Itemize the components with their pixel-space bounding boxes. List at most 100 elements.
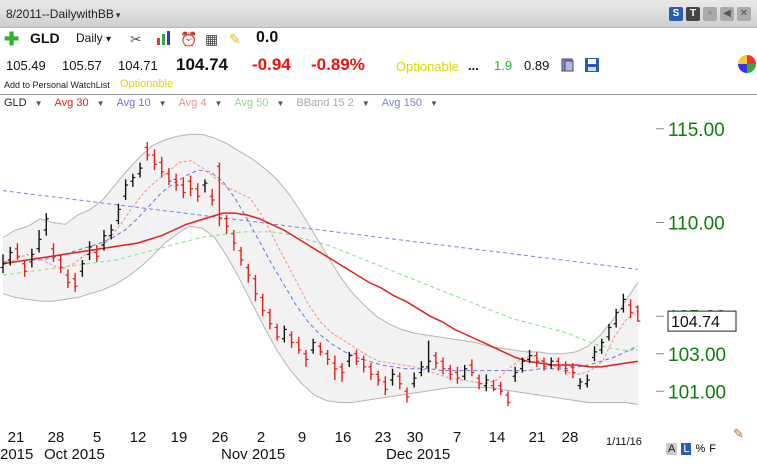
- toolbar: ✚ GLD Daily ▾ ✂ ⏰ ▦ ✎ 0.0: [0, 28, 757, 50]
- legend-item[interactable]: Avg 50 ▼: [234, 97, 290, 109]
- window-titlebar: 8/2011--DailywithBB ▾ S T ▫ ◀ ✕: [0, 0, 757, 28]
- optionable-label: Optionable: [396, 59, 459, 74]
- s-button[interactable]: S: [669, 7, 683, 21]
- avg10-line: [3, 169, 639, 372]
- x-axis-tick-label: 16: [335, 429, 352, 446]
- legend-dropdown-icon[interactable]: ▼: [96, 99, 105, 108]
- change-display: 0.0: [256, 29, 279, 46]
- symbol-field[interactable]: GLD: [30, 30, 60, 46]
- bollinger-lower-line: [2, 225, 638, 405]
- color-wheel-icon[interactable]: [738, 55, 756, 73]
- x-axis-tick-label: 19: [171, 429, 188, 446]
- y-axis-tick-label: 101.00: [668, 382, 726, 403]
- bollinger-band-fill: [3, 134, 638, 405]
- legend-label: Avg 30: [54, 97, 89, 109]
- mode-percent-button[interactable]: %: [695, 443, 706, 455]
- open-price: 105.49: [6, 58, 46, 73]
- collapse-button[interactable]: ◀: [720, 7, 734, 21]
- x-axis-month-label: Nov 2015: [221, 446, 285, 463]
- add-to-watchlist-link[interactable]: Add to Personal WatchList: [4, 80, 110, 90]
- price-change: -0.94: [252, 55, 291, 74]
- legend-item[interactable]: Avg 4 ▼: [179, 97, 229, 109]
- x-axis-tick-label: 12: [130, 429, 147, 446]
- indicator-legend: GLD ▼ Avg 30 ▼ Avg 10 ▼ Avg 4 ▼ Avg 50 ▼ BBand 15 …: [4, 97, 450, 111]
- legend-label: BBand 15 2: [296, 97, 354, 109]
- x-axis-month-label: Oct 2015: [44, 446, 105, 463]
- window-buttons: S T ▫ ◀ ✕: [669, 7, 751, 21]
- x-axis-tick-label: 23: [375, 429, 392, 446]
- watchlist-optionable-label: Optionable: [120, 78, 174, 90]
- last-price: 104.74: [176, 55, 228, 74]
- x-axis-tick-label: 7: [453, 429, 461, 446]
- price-change-percent: -0.89%: [311, 55, 365, 74]
- more-ellipsis[interactable]: ...: [468, 58, 479, 73]
- period-dropdown-icon[interactable]: ▾: [106, 34, 112, 45]
- chart-icon[interactable]: [156, 30, 172, 50]
- mode-l-button[interactable]: L: [681, 443, 692, 455]
- add-symbol-icon[interactable]: ✚: [4, 29, 20, 49]
- legend-dropdown-icon[interactable]: ▼: [429, 99, 438, 108]
- note-icon[interactable]: ✎: [229, 31, 241, 47]
- x-axis-tick-label: 30: [407, 429, 424, 446]
- x-axis-tick-label: 28: [48, 429, 65, 446]
- period-value: Daily: [76, 31, 103, 45]
- legend-dropdown-icon[interactable]: ▼: [34, 99, 43, 108]
- legend-item[interactable]: Avg 150 ▼: [382, 97, 444, 109]
- legend-item[interactable]: BBand 15 2 ▼: [296, 97, 375, 109]
- legend-item[interactable]: Avg 10 ▼: [117, 97, 173, 109]
- legend-label: Avg 50: [234, 97, 269, 109]
- high-price: 105.57: [62, 58, 102, 73]
- legend-dropdown-icon[interactable]: ▼: [158, 99, 167, 108]
- quote-bar: 105.49 105.57 104.71 104.74 -0.94 -0.89%…: [0, 54, 757, 78]
- minimize-button[interactable]: ▫: [703, 7, 717, 21]
- x-axis-month-label: 2015: [0, 446, 33, 463]
- value-black: 0.89: [524, 58, 550, 73]
- avg50-line: [2, 231, 638, 351]
- legend-dropdown-icon[interactable]: ▼: [276, 99, 285, 108]
- pencil-icon[interactable]: ✎: [733, 426, 744, 441]
- window-title[interactable]: 8/2011--DailywithBB ▾: [6, 7, 120, 21]
- legend-dropdown-icon[interactable]: ▼: [361, 99, 370, 108]
- t-button[interactable]: T: [686, 7, 700, 21]
- bollinger-upper-line: [2, 133, 639, 355]
- window-title-dropdown-icon[interactable]: ▾: [115, 10, 121, 20]
- legend-label: Avg 10: [116, 97, 151, 109]
- avg30-line: [2, 212, 638, 368]
- window-title-text: 8/2011--DailywithBB: [6, 7, 114, 21]
- x-axis-tick-label: 14: [489, 429, 506, 446]
- header-separator: [0, 94, 757, 95]
- tools-icon[interactable]: ✂: [130, 31, 142, 47]
- mode-a-button[interactable]: A: [666, 443, 678, 455]
- legend-dropdown-icon[interactable]: ▼: [214, 99, 223, 108]
- x-axis-tick-label: 26: [212, 429, 229, 446]
- last-price-label: 104.74: [671, 314, 720, 331]
- scale-mode-toggles: A L % F: [666, 443, 716, 455]
- x-axis-tick-label: 2: [257, 429, 265, 446]
- close-button[interactable]: ✕: [737, 7, 751, 21]
- y-axis-tick-label: 115.00: [668, 120, 725, 141]
- x-axis-tick-label: 21: [529, 429, 546, 446]
- legend-label: Avg 150: [381, 97, 422, 109]
- period-select[interactable]: Daily ▾: [76, 31, 111, 45]
- legend-label: Avg 4: [178, 97, 207, 109]
- legend-item[interactable]: Avg 30 ▼: [55, 97, 111, 109]
- value-green: 1.9: [494, 58, 513, 73]
- x-axis-month-label: Dec 2015: [386, 446, 450, 463]
- price-chart[interactable]: 101.00103.00105.00110.00115.00104.742128…: [0, 95, 757, 467]
- y-axis-tick-label: 103.00: [668, 345, 726, 366]
- stack-icon[interactable]: [560, 57, 576, 78]
- x-axis-tick-label: 21: [8, 429, 25, 446]
- grid-settings-icon[interactable]: ▦: [205, 31, 219, 47]
- y-axis-tick-label: 110.00: [668, 214, 725, 235]
- legend-label: GLD: [4, 97, 27, 109]
- avg150-line: [2, 190, 638, 270]
- mode-f-button[interactable]: F: [709, 443, 716, 455]
- x-axis-tick-label: 5: [93, 429, 101, 446]
- low-price: 104.71: [118, 58, 158, 73]
- current-date: 1/11/16: [606, 436, 642, 448]
- last-price-box: [667, 310, 737, 332]
- x-axis-tick-label: 28: [562, 429, 579, 446]
- save-icon[interactable]: [584, 57, 600, 78]
- alarm-clock-icon[interactable]: ⏰: [180, 31, 198, 47]
- legend-item[interactable]: GLD ▼: [4, 97, 49, 109]
